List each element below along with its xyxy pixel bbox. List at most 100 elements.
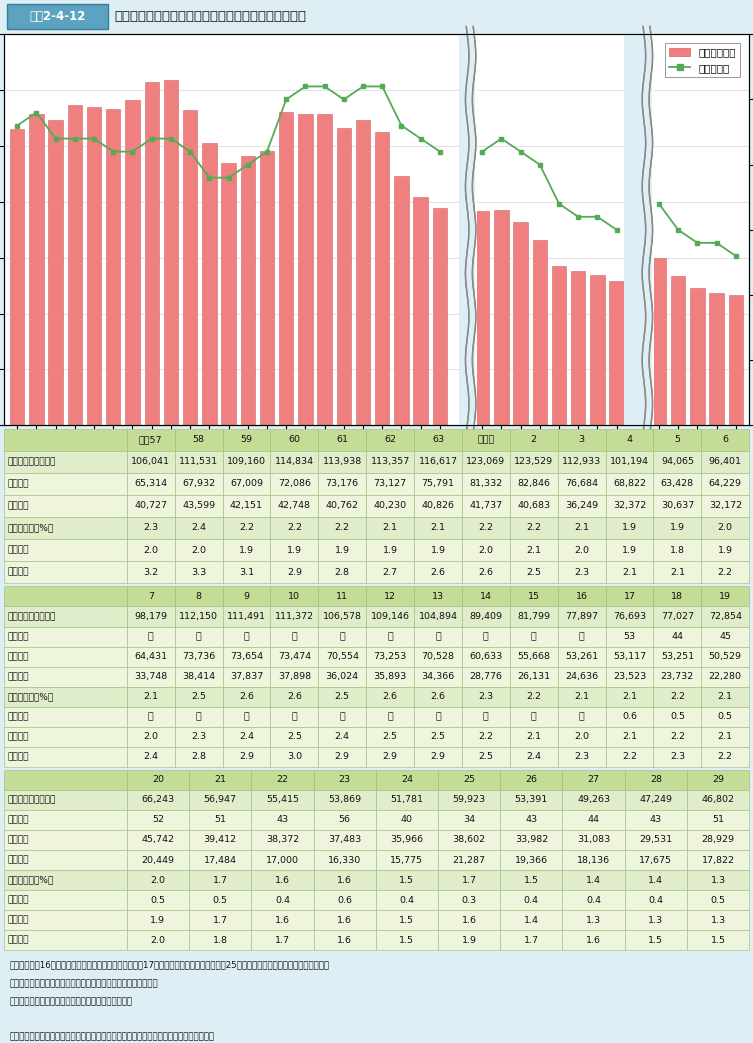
Bar bbox=[510, 586, 558, 606]
Bar bbox=[127, 429, 175, 451]
Text: 2: 2 bbox=[531, 435, 537, 444]
Text: 2.2: 2.2 bbox=[239, 524, 254, 533]
Bar bbox=[558, 647, 605, 666]
Bar bbox=[127, 472, 175, 494]
Bar bbox=[494, 211, 508, 426]
Bar bbox=[462, 494, 510, 517]
Text: 28,929: 28,929 bbox=[702, 835, 735, 845]
Text: －: － bbox=[291, 632, 297, 641]
Bar bbox=[223, 517, 270, 539]
Text: 73,654: 73,654 bbox=[230, 652, 263, 661]
Text: －: － bbox=[340, 632, 345, 641]
Bar bbox=[654, 472, 701, 494]
Bar bbox=[189, 930, 252, 950]
Text: 36,024: 36,024 bbox=[326, 672, 358, 681]
Bar bbox=[127, 790, 189, 810]
Bar bbox=[175, 494, 223, 517]
Text: 2.0: 2.0 bbox=[143, 732, 158, 741]
Text: 11: 11 bbox=[337, 592, 348, 601]
Bar bbox=[609, 281, 624, 426]
Bar bbox=[127, 930, 189, 950]
Bar bbox=[462, 686, 510, 706]
Bar bbox=[514, 222, 528, 426]
Bar bbox=[127, 850, 189, 870]
Text: 34: 34 bbox=[463, 816, 475, 824]
Bar bbox=[701, 586, 749, 606]
Bar bbox=[590, 275, 605, 426]
Text: 公　立: 公 立 bbox=[8, 732, 29, 741]
Text: 2.2: 2.2 bbox=[526, 693, 541, 701]
Bar bbox=[4, 666, 127, 686]
Bar bbox=[366, 517, 414, 539]
Text: 104,894: 104,894 bbox=[419, 612, 458, 621]
Text: 2.1: 2.1 bbox=[574, 693, 589, 701]
Bar bbox=[252, 930, 313, 950]
Text: 2.6: 2.6 bbox=[383, 693, 398, 701]
Bar bbox=[189, 830, 252, 850]
Bar bbox=[654, 494, 701, 517]
Text: 2.6: 2.6 bbox=[431, 567, 446, 577]
Bar bbox=[462, 727, 510, 747]
Bar bbox=[562, 790, 625, 810]
Bar bbox=[175, 606, 223, 627]
Text: 33,982: 33,982 bbox=[515, 835, 548, 845]
Text: 20,449: 20,449 bbox=[142, 855, 175, 865]
Text: －: － bbox=[579, 712, 584, 721]
Bar bbox=[189, 790, 252, 810]
Bar bbox=[223, 666, 270, 686]
Text: 9: 9 bbox=[243, 592, 249, 601]
Bar bbox=[605, 517, 654, 539]
Bar bbox=[127, 586, 175, 606]
Bar bbox=[4, 747, 127, 767]
Text: 2.2: 2.2 bbox=[718, 752, 733, 761]
Text: 32,372: 32,372 bbox=[613, 502, 646, 510]
Bar bbox=[223, 472, 270, 494]
Bar bbox=[319, 627, 366, 647]
Bar bbox=[4, 790, 127, 810]
Bar bbox=[558, 429, 605, 451]
Text: 59: 59 bbox=[240, 435, 252, 444]
Text: 2.9: 2.9 bbox=[287, 567, 302, 577]
Text: 2.5: 2.5 bbox=[383, 732, 398, 741]
Bar bbox=[175, 451, 223, 472]
Bar bbox=[558, 451, 605, 472]
Bar bbox=[558, 586, 605, 606]
Bar bbox=[319, 686, 366, 706]
Text: 中途退学率（%）: 中途退学率（%） bbox=[8, 524, 53, 533]
Bar bbox=[376, 870, 438, 890]
Bar bbox=[687, 890, 749, 911]
Bar bbox=[414, 666, 462, 686]
Bar bbox=[189, 890, 252, 911]
Bar bbox=[414, 627, 462, 647]
Text: 40,683: 40,683 bbox=[517, 502, 550, 510]
Bar bbox=[223, 747, 270, 767]
Bar bbox=[313, 930, 376, 950]
Bar bbox=[313, 890, 376, 911]
Bar bbox=[562, 850, 625, 870]
Bar bbox=[558, 539, 605, 561]
Text: （年度）: （年度） bbox=[726, 446, 749, 457]
Bar bbox=[625, 830, 687, 850]
Text: 0.4: 0.4 bbox=[648, 896, 663, 904]
Bar bbox=[4, 850, 127, 870]
Bar bbox=[462, 706, 510, 727]
Bar bbox=[183, 110, 197, 426]
Text: 51: 51 bbox=[712, 816, 724, 824]
Text: 私　立: 私 立 bbox=[8, 567, 29, 577]
Bar bbox=[510, 517, 558, 539]
Text: 73,736: 73,736 bbox=[182, 652, 215, 661]
Bar bbox=[223, 561, 270, 583]
Bar bbox=[4, 647, 127, 666]
Text: 40: 40 bbox=[401, 816, 413, 824]
Bar bbox=[510, 727, 558, 747]
Text: 77,897: 77,897 bbox=[566, 612, 598, 621]
Bar bbox=[605, 561, 654, 583]
Text: 8: 8 bbox=[196, 592, 202, 601]
Text: 2.4: 2.4 bbox=[143, 752, 158, 761]
Bar bbox=[376, 830, 438, 850]
Bar bbox=[701, 451, 749, 472]
Text: 70,554: 70,554 bbox=[326, 652, 358, 661]
Text: 50,529: 50,529 bbox=[709, 652, 742, 661]
Bar bbox=[641, 34, 654, 426]
Bar bbox=[414, 727, 462, 747]
